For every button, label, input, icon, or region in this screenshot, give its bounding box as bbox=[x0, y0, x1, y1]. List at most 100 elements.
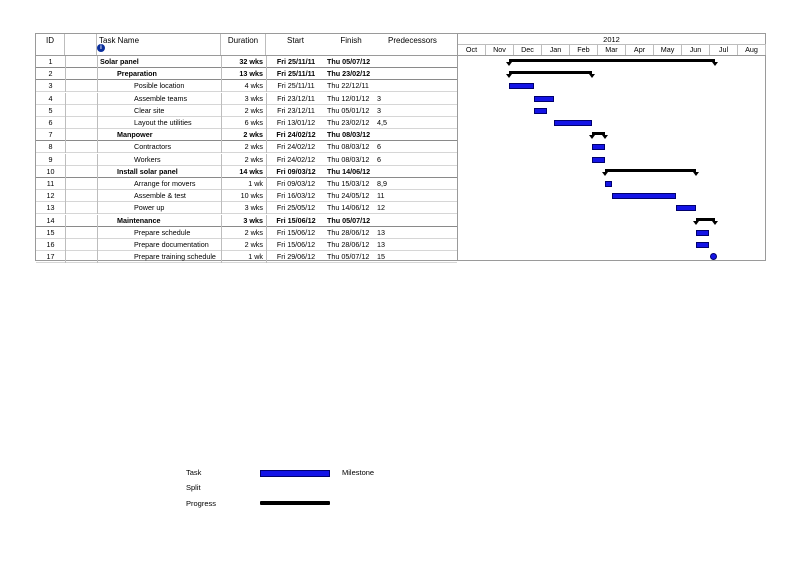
row-predecessors[interactable]: 6 bbox=[377, 154, 381, 164]
row-finish[interactable]: Thu 05/07/12 bbox=[327, 215, 371, 225]
row-start[interactable]: Fri 15/06/12 bbox=[266, 214, 325, 227]
row-finish[interactable]: Thu 08/03/12 bbox=[327, 130, 371, 140]
row-predecessors[interactable] bbox=[377, 80, 437, 92]
header-duration[interactable]: Duration bbox=[221, 34, 266, 55]
row-duration[interactable]: 1 wk bbox=[221, 178, 265, 190]
table-row[interactable]: 2 Preparation 13 wks Fri 25/11/11 Thu 23/02/… bbox=[36, 68, 457, 81]
row-duration[interactable]: 3 wks bbox=[221, 214, 265, 227]
task-bar[interactable] bbox=[611, 193, 677, 200]
row-predecessors[interactable]: 13 bbox=[377, 240, 385, 249]
table-row[interactable]: 14 Maintenance 3 wks Fri 15/06/12 Thu 05/07/… bbox=[36, 214, 457, 227]
table-row[interactable]: 13 Power up 3 wks Fri 25/05/12 Thu 14/06/12 1… bbox=[36, 202, 457, 215]
task-bar[interactable] bbox=[553, 120, 593, 126]
row-start[interactable]: Fri 24/02/12 bbox=[266, 153, 325, 166]
header-task-name[interactable]: Task Name bbox=[97, 34, 221, 55]
row-finish[interactable]: Thu 23/02/12 bbox=[327, 69, 371, 79]
row-predecessors[interactable]: 15 bbox=[377, 252, 385, 262]
row-task-name[interactable]: Prepare documentation bbox=[97, 239, 220, 251]
summary-bar[interactable] bbox=[592, 132, 606, 136]
row-finish[interactable]: Thu 05/07/12 bbox=[327, 252, 370, 262]
summary-bar[interactable] bbox=[695, 217, 715, 221]
header-indicators[interactable]: i bbox=[65, 34, 105, 55]
row-duration[interactable]: 2 wks bbox=[221, 226, 265, 239]
row-task-name[interactable]: Clear site bbox=[97, 104, 220, 117]
row-predecessors[interactable] bbox=[377, 166, 437, 178]
row-predecessors[interactable]: 3 bbox=[377, 93, 381, 103]
row-finish[interactable]: Thu 05/01/12 bbox=[327, 105, 370, 115]
summary-bar[interactable] bbox=[508, 59, 715, 62]
row-finish[interactable]: Thu 14/06/12 bbox=[327, 203, 370, 213]
row-duration[interactable]: 2 wks bbox=[221, 129, 265, 142]
row-predecessors[interactable] bbox=[377, 56, 437, 68]
row-start[interactable]: Fri 25/11/11 bbox=[266, 56, 325, 68]
row-predecessors[interactable] bbox=[377, 129, 437, 141]
row-finish[interactable]: Thu 24/05/12 bbox=[327, 191, 370, 201]
row-task-name[interactable]: Contractors bbox=[97, 141, 220, 154]
row-start[interactable]: Fri 15/06/12 bbox=[266, 239, 325, 251]
row-predecessors[interactable]: 12 bbox=[377, 203, 385, 213]
task-bar[interactable] bbox=[676, 205, 696, 212]
table-row[interactable]: 10 Install solar panel 14 wks Fri 09/03/12 T… bbox=[36, 165, 457, 178]
row-finish[interactable]: Thu 05/07/12 bbox=[327, 57, 371, 66]
row-task-name[interactable]: Solar panel bbox=[97, 56, 220, 68]
summary-bar[interactable] bbox=[508, 71, 593, 75]
row-task-name[interactable]: Arrange for movers bbox=[97, 178, 220, 190]
summary-bar[interactable] bbox=[605, 168, 696, 172]
task-bar[interactable] bbox=[605, 181, 612, 187]
table-row[interactable]: 9 Workers 2 wks Fri 24/02/12 Thu 08/03/12 6 bbox=[36, 153, 457, 166]
row-duration[interactable]: 1 wk bbox=[221, 251, 265, 264]
header-start[interactable]: Start bbox=[287, 36, 304, 45]
table-row[interactable]: 4 Assemble teams 3 wks Fri 23/12/11 Thu 12/0… bbox=[36, 92, 457, 105]
row-task-name[interactable]: Preparation bbox=[97, 68, 220, 81]
table-row[interactable]: 11 Arrange for movers 1 wk Fri 09/03/12 Thu … bbox=[36, 178, 457, 190]
row-start[interactable]: Fri 09/03/12 bbox=[266, 178, 325, 190]
table-row[interactable]: 3 Posible location 4 wks Fri 25/11/11 Thu 22… bbox=[36, 80, 457, 93]
row-start[interactable]: Fri 24/02/12 bbox=[266, 141, 325, 154]
row-start[interactable]: Fri 25/05/12 bbox=[266, 202, 325, 215]
row-start[interactable]: Fri 25/11/11 bbox=[266, 68, 325, 81]
row-task-name[interactable]: Assemble & test bbox=[97, 190, 220, 203]
row-duration[interactable]: 13 wks bbox=[221, 68, 265, 81]
row-duration[interactable]: 3 wks bbox=[221, 202, 265, 215]
row-duration[interactable]: 2 wks bbox=[221, 104, 265, 117]
row-start[interactable]: Fri 23/12/11 bbox=[266, 104, 325, 117]
table-row[interactable]: 1 Solar panel 32 wks Fri 25/11/11 Thu 05/07/… bbox=[36, 56, 457, 68]
row-predecessors[interactable]: 11 bbox=[377, 191, 385, 201]
row-task-name[interactable]: Install solar panel bbox=[97, 165, 220, 178]
table-row[interactable]: 16 Prepare documentation 2 wks Fri 15/06/12… bbox=[36, 239, 457, 251]
table-row[interactable]: 7 Manpower 2 wks Fri 24/02/12 Thu 08/03/12 bbox=[36, 129, 457, 142]
row-task-name[interactable]: Assemble teams bbox=[97, 92, 220, 105]
row-duration[interactable]: 2 wks bbox=[221, 239, 265, 251]
row-predecessors[interactable]: 4,5 bbox=[377, 118, 387, 127]
row-task-name[interactable]: Layout the utilities bbox=[97, 117, 220, 129]
row-duration[interactable]: 6 wks bbox=[221, 117, 265, 129]
row-finish[interactable]: Thu 14/06/12 bbox=[327, 166, 371, 176]
row-start[interactable]: Fri 25/11/11 bbox=[266, 80, 325, 93]
table-row[interactable]: 5 Clear site 2 wks Fri 23/12/11 Thu 05/01/12… bbox=[36, 104, 457, 117]
table-row[interactable]: 17 Prepare training schedule 1 wk Fri 29/06… bbox=[36, 251, 457, 264]
row-duration[interactable]: 2 wks bbox=[221, 141, 265, 154]
table-row[interactable]: 15 Prepare schedule 2 wks Fri 15/06/12 Thu 2… bbox=[36, 226, 457, 239]
row-finish[interactable]: Thu 28/06/12 bbox=[327, 240, 370, 249]
row-finish[interactable]: Thu 22/12/11 bbox=[327, 81, 369, 91]
row-duration[interactable]: 3 wks bbox=[221, 92, 265, 105]
row-finish[interactable]: Thu 28/06/12 bbox=[327, 227, 370, 237]
row-duration[interactable]: 14 wks bbox=[221, 165, 265, 178]
row-finish[interactable]: Thu 08/03/12 bbox=[327, 142, 370, 152]
row-duration[interactable]: 32 wks bbox=[221, 56, 265, 68]
row-finish[interactable]: Thu 08/03/12 bbox=[327, 154, 370, 164]
row-start[interactable]: Fri 09/03/12 bbox=[266, 165, 325, 178]
row-task-name[interactable]: Workers bbox=[97, 153, 220, 166]
row-finish[interactable]: Thu 15/03/12 bbox=[327, 179, 370, 188]
task-bar[interactable] bbox=[695, 229, 709, 236]
row-start[interactable]: Fri 16/03/12 bbox=[266, 190, 325, 203]
row-predecessors[interactable]: 6 bbox=[377, 142, 381, 152]
row-start[interactable]: Fri 29/06/12 bbox=[266, 251, 325, 264]
row-start[interactable]: Fri 13/01/12 bbox=[266, 117, 325, 129]
row-finish[interactable]: Thu 12/01/12 bbox=[327, 93, 370, 103]
task-bar[interactable] bbox=[534, 95, 554, 102]
task-bar[interactable] bbox=[709, 253, 717, 261]
task-bar[interactable] bbox=[592, 156, 606, 163]
row-start[interactable]: Fri 24/02/12 bbox=[266, 129, 325, 142]
table-row[interactable]: 12 Assemble & test 10 wks Fri 16/03/12 Thu 2… bbox=[36, 190, 457, 203]
